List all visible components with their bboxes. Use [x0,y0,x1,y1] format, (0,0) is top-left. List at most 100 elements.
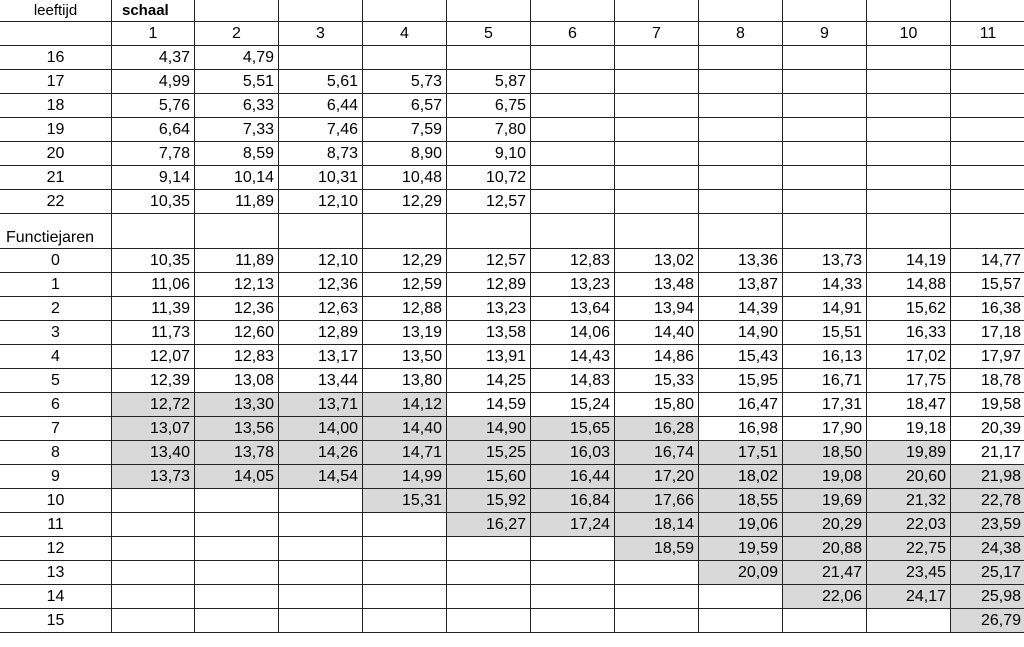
table-cell [111,584,195,609]
table-cell [866,45,951,70]
row-label: 10 [0,488,112,513]
table-cell [614,93,699,118]
year-row: 11 16,27 17,24 18,14 19,06 20,29 22,03 23,59 [0,512,1024,537]
table-cell: 19,59 [698,536,783,561]
table-cell [278,45,363,70]
scale-number: 6 [530,21,615,46]
table-cell: 10,48 [362,165,447,190]
table-cell: 5,51 [194,69,279,94]
table-cell [111,488,195,513]
table-cell [111,536,195,561]
table-cell [111,512,195,537]
row-label: 6 [0,392,112,417]
scale-number-row: 1 2 3 4 5 6 7 8 9 10 11 [0,21,1024,46]
table-cell: 23,59 [950,512,1024,537]
table-cell [614,117,699,142]
table-cell [698,93,783,118]
table-cell [530,69,615,94]
table-cell: 8,59 [194,141,279,166]
table-cell: 15,62 [866,296,951,321]
table-cell [782,69,867,94]
row-label: 19 [0,117,112,142]
year-row: 7 13,07 13,56 14,00 14,40 14,90 15,65 16,28 16,9… [0,416,1024,441]
row-label: 13 [0,560,112,585]
row-label: 21 [0,165,112,190]
table-cell: 18,47 [866,392,951,417]
table-cell [362,512,447,537]
table-cell: 13,36 [698,248,783,273]
row-label: 4 [0,344,112,369]
table-cell: 13,87 [698,272,783,297]
table-cell: 13,23 [530,272,615,297]
table-cell: 20,29 [782,512,867,537]
table-cell: 12,10 [278,189,363,214]
scale-number: 3 [278,21,363,46]
table-cell [362,560,447,585]
table-cell [446,584,531,609]
table-cell: 17,02 [866,344,951,369]
table-cell: 10,72 [446,165,531,190]
scale-number: 9 [782,21,867,46]
year-row: 3 11,73 12,60 12,89 13,19 13,58 14,06 14,40 14,9… [0,320,1024,345]
table-cell: 20,88 [782,536,867,561]
table-cell: 18,78 [950,368,1024,393]
table-cell: 17,97 [950,344,1024,369]
table-cell: 19,18 [866,416,951,441]
table-cell: 14,91 [782,296,867,321]
table-cell [278,512,363,537]
table-cell: 4,99 [111,69,195,94]
table-cell: 13,56 [194,416,279,441]
table-cell: 12,57 [446,189,531,214]
table-cell: 8,90 [362,141,447,166]
table-cell [698,189,783,214]
table-cell: 16,27 [446,512,531,537]
table-cell: 17,90 [782,416,867,441]
table-cell: 15,80 [614,392,699,417]
table-cell: 13,71 [278,392,363,417]
table-cell: 15,33 [614,368,699,393]
table-cell: 20,09 [698,560,783,585]
table-cell [614,141,699,166]
scale-number: 1 [111,21,195,46]
table-cell: 12,72 [111,392,195,417]
table-cell: 15,31 [362,488,447,513]
age-row: 16 4,37 4,79 [0,45,1024,70]
table-cell [698,69,783,94]
table-cell [866,189,951,214]
table-cell: 14,05 [194,464,279,489]
table-cell: 14,43 [530,344,615,369]
table-cell: 20,60 [866,464,951,489]
row-label: 1 [0,272,112,297]
table-cell: 12,07 [111,344,195,369]
row-label: 0 [0,248,112,273]
table-cell: 16,74 [614,440,699,465]
table-cell: 4,37 [111,45,195,70]
table-cell: 15,57 [950,272,1024,297]
table-cell [194,536,279,561]
table-cell: 17,18 [950,320,1024,345]
table-cell [698,45,783,70]
table-cell: 12,89 [278,320,363,345]
table-cell: 19,08 [782,464,867,489]
table-cell: 19,89 [866,440,951,465]
year-row: 12 18,59 19,59 20,88 22,75 24,38 [0,536,1024,561]
table-cell: 19,58 [950,392,1024,417]
table-cell: 21,47 [782,560,867,585]
table-cell [866,69,951,94]
table-cell [950,45,1024,70]
table-cell: 12,29 [362,248,447,273]
table-cell: 22,78 [950,488,1024,513]
table-cell [698,141,783,166]
year-row: 13 20,09 21,47 23,45 25,17 [0,560,1024,585]
table-cell: 19,06 [698,512,783,537]
table-cell: 15,43 [698,344,783,369]
section-row: Functiejaren [0,213,1024,249]
table-cell [614,584,699,609]
scale-number: 10 [866,21,951,46]
table-cell [782,165,867,190]
table-cell: 15,92 [446,488,531,513]
table-cell: 14,40 [614,320,699,345]
table-cell: 15,25 [446,440,531,465]
year-row: 1 11,06 12,13 12,36 12,59 12,89 13,23 13,48 13,8… [0,272,1024,297]
table-cell [530,560,615,585]
